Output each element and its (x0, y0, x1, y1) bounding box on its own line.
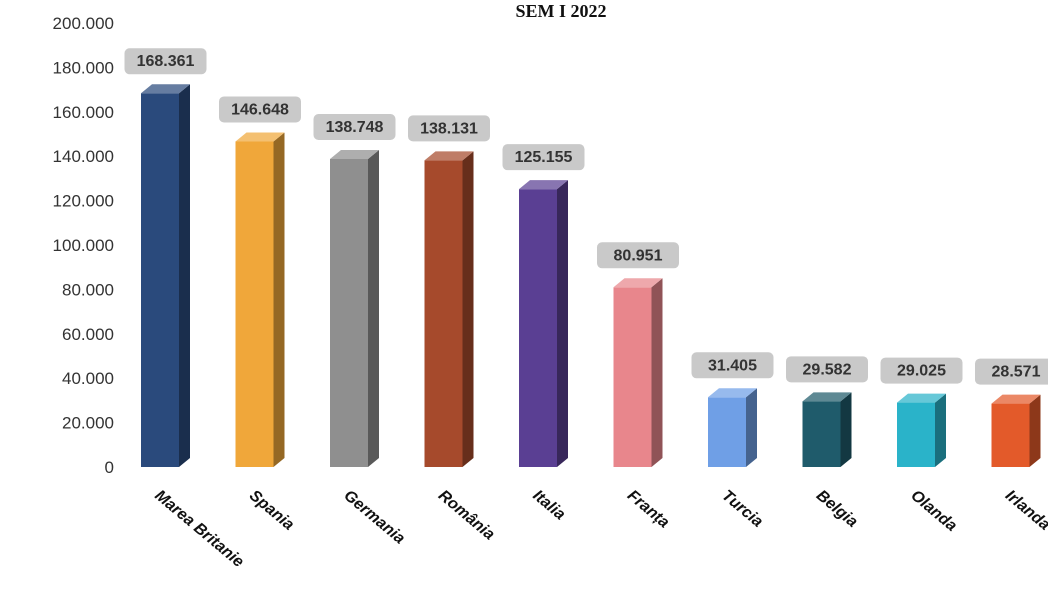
bar-top (708, 388, 757, 398)
y-tick-label: 120.000 (53, 192, 114, 211)
bar-side (557, 180, 568, 468)
data-labels: 168.361 146.648 138.748 138.131 125.155 80.95… (124, 48, 1048, 385)
data-label: 125.155 (502, 144, 585, 171)
data-label: 28.571 (975, 358, 1048, 385)
data-label: 80.951 (597, 242, 679, 269)
bar (519, 180, 568, 468)
bars (141, 84, 1041, 468)
y-tick-label: 140.000 (53, 147, 114, 166)
data-label-box (219, 96, 301, 123)
bar-side (1029, 394, 1041, 467)
bar-front (141, 93, 179, 467)
x-tick-label: România (435, 487, 498, 544)
bar-side (651, 278, 663, 467)
data-label: 168.361 (124, 48, 207, 75)
data-label-box (313, 113, 396, 140)
x-tick-label: Marea Britanie (151, 487, 246, 571)
x-tick-label: Franța (624, 487, 672, 532)
bar-top (235, 132, 285, 142)
data-label-text: 29.025 (897, 363, 946, 380)
x-tick-label: Spania (246, 487, 297, 534)
data-label-text: 138.748 (326, 119, 384, 136)
y-tick-label: 160.000 (53, 103, 114, 122)
y-tick-label: 180.000 (53, 58, 114, 77)
bar-side (746, 388, 757, 467)
data-label-text: 80.951 (614, 247, 663, 264)
bar-top (424, 151, 474, 161)
data-label-box (975, 358, 1048, 385)
y-tick-label: 20.000 (62, 414, 114, 433)
y-tick-label: 100.000 (53, 236, 114, 255)
y-tick-label: 60.000 (62, 325, 114, 344)
data-label-text: 146.648 (231, 101, 289, 118)
bar-top (991, 394, 1041, 404)
y-tick-label: 200.000 (53, 14, 114, 33)
data-label: 29.025 (880, 357, 963, 384)
bar-side (273, 132, 285, 467)
bar-side (462, 151, 474, 467)
data-label-box (124, 48, 207, 75)
data-label-box (502, 144, 585, 171)
bar (708, 388, 757, 467)
bar-front (330, 158, 368, 468)
y-tick-label: 80.000 (62, 280, 114, 299)
bar (897, 393, 946, 467)
data-label-text: 168.361 (137, 53, 195, 70)
bar (141, 84, 190, 467)
bar-front (613, 287, 652, 467)
bar-front (235, 141, 274, 467)
data-label-box (597, 242, 679, 269)
bar-top (613, 278, 663, 288)
x-tick-label: Belgia (813, 487, 861, 531)
bar-front (802, 401, 841, 467)
x-axis: Marea Britanie Spania Germania România Itali… (151, 487, 1048, 571)
y-tick-label: 40.000 (62, 369, 114, 388)
data-label: 138.131 (408, 115, 490, 142)
bar-top (330, 149, 379, 159)
bar (991, 394, 1041, 467)
y-axis: 0 20.000 40.000 60.000 80.000 100.000 120.000 1… (53, 14, 114, 477)
data-label-text: 138.131 (420, 120, 478, 137)
data-label-text: 31.405 (708, 357, 757, 374)
bar-front (519, 189, 557, 468)
bar-top (897, 393, 946, 403)
x-tick-label: Italia (529, 487, 568, 524)
chart-title: SEM I 2022 (515, 1, 606, 21)
bar-top (802, 392, 852, 402)
bar-top (519, 180, 568, 190)
x-tick-label: Turcia (718, 487, 766, 531)
bar-top (141, 84, 190, 94)
data-label-box (691, 352, 774, 379)
data-label: 138.748 (313, 113, 396, 140)
data-label-text: 29.582 (803, 361, 852, 378)
y-tick-label: 0 (105, 458, 114, 477)
data-label: 146.648 (219, 96, 301, 123)
bar (330, 149, 379, 468)
data-label: 29.582 (786, 356, 868, 383)
data-label-box (786, 356, 868, 383)
bar (235, 132, 285, 467)
bar (613, 278, 663, 467)
bar-front (708, 397, 746, 467)
data-label-box (408, 115, 490, 142)
bar-side (368, 149, 379, 468)
bar-side (840, 392, 852, 467)
x-tick-label: Irlanda (1002, 487, 1048, 534)
x-tick-label: Germania (340, 487, 408, 548)
bar (802, 392, 852, 467)
bar (424, 151, 474, 467)
data-label: 31.405 (691, 352, 774, 379)
bar-front (897, 402, 935, 467)
bar-side (179, 84, 190, 467)
data-label-text: 125.155 (515, 149, 573, 166)
bar-front (424, 160, 463, 467)
bar-side (935, 393, 946, 467)
data-label-box (880, 357, 963, 384)
data-label-text: 28.571 (992, 364, 1041, 381)
bar-front (991, 403, 1030, 467)
x-tick-label: Olanda (907, 487, 960, 535)
